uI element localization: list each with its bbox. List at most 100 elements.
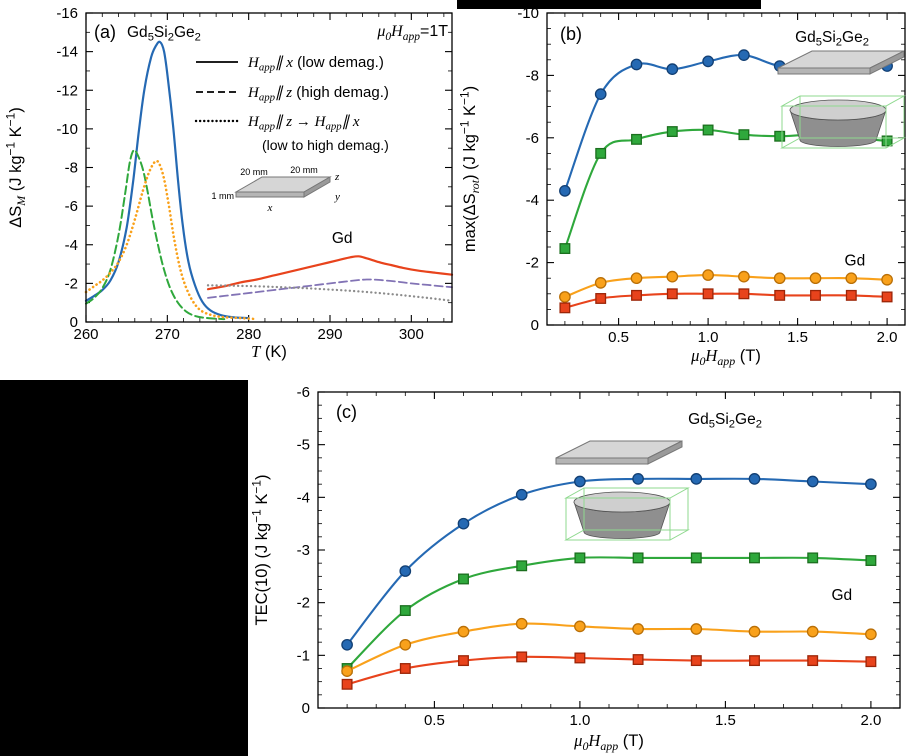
y-tick-label: -6 — [297, 384, 310, 401]
marker-circle-2 — [690, 623, 703, 635]
marker-circle-2 — [773, 272, 786, 285]
y-tick-label: -1 — [297, 647, 310, 664]
dim-label-depth: 20 mm — [240, 167, 268, 177]
axis-z-label: z — [334, 171, 340, 183]
marker-circle-0 — [865, 478, 877, 491]
y-tick-label: -6 — [526, 130, 539, 147]
marker-circle-2 — [594, 277, 607, 289]
x-tick-label: 2.0 — [860, 712, 881, 729]
plate-side-face — [647, 440, 683, 465]
y-tick-label: 0 — [70, 314, 78, 331]
y-axis-label: ΔSM (J kg−1 K−1) — [4, 107, 28, 228]
panel-letter: (b) — [560, 24, 582, 44]
marker-square-1 — [631, 133, 642, 145]
marker-circle-0 — [515, 488, 528, 501]
marker-square-3 — [341, 678, 353, 690]
x-tick-label: 0.5 — [424, 712, 445, 729]
panel-letter: (a) — [94, 22, 116, 42]
marker-square-3 — [807, 655, 819, 667]
series-group — [84, 40, 454, 321]
axis-ticks: 0.5 1.0 1.5 2.0 0 -2 -4 -6 -8 -10 — [517, 5, 906, 346]
marker-square-3 — [595, 293, 607, 304]
fit-line-1 — [346, 556, 872, 670]
marker-square-1 — [574, 552, 586, 564]
chart-b-svg: 0.5 1.0 1.5 2.0 0 -2 -4 -6 -8 -10 μ0Happ (T) max(ΔS… — [460, 5, 906, 368]
x-tick-label: 1.5 — [787, 329, 808, 346]
top-black-strip — [457, 0, 761, 9]
x-tick-label: 280 — [236, 326, 261, 343]
y-tick-label: -14 — [56, 44, 78, 61]
plate-side-face — [869, 50, 905, 75]
chart-a-svg: 260 270 280 290 300 0 -2 -4 -6 -8 -10 -12 -14 -16 T (K… — [4, 5, 454, 361]
axis-x-label: x — [267, 202, 273, 214]
y-axis-label: max(ΔSrot) (J kg−1 K−1) — [460, 86, 482, 252]
marker-square-1 — [865, 555, 877, 566]
marker-circle-0 — [806, 475, 819, 488]
y-tick-label: -4 — [65, 237, 78, 254]
dim-label-thickness: 1 mm — [212, 191, 235, 201]
marker-square-3 — [559, 302, 571, 314]
marker-square-3 — [774, 289, 786, 301]
legend-label-2: Happ∥ z → Happ∥ x — [247, 114, 360, 133]
x-tick-label: 1.5 — [715, 712, 736, 729]
compound-title: Gd5Si2Ge2 — [688, 411, 762, 431]
marker-circle-2 — [515, 617, 528, 630]
y-tick-label: -16 — [56, 5, 78, 22]
marker-circle-2 — [559, 291, 571, 303]
y-tick-label: -12 — [56, 82, 78, 99]
marker-circle-2 — [865, 628, 877, 641]
marker-circle-0 — [632, 473, 644, 485]
marker-circle-2 — [630, 272, 643, 285]
marker-square-3 — [458, 655, 469, 667]
marker-circle-2 — [806, 625, 819, 638]
marker-circle-0 — [666, 63, 679, 76]
marker-square-1 — [632, 552, 644, 564]
marker-circle-2 — [748, 625, 761, 638]
marker-circle-2 — [738, 270, 750, 283]
x-tick-label: 300 — [399, 326, 424, 343]
marker-circle-0 — [690, 473, 703, 485]
marker-square-1 — [458, 573, 469, 585]
marker-square-3 — [632, 654, 644, 665]
y-axis-label: TEC(10) (J kg−1 K−1) — [250, 475, 271, 626]
y-tick-label: -8 — [526, 67, 539, 84]
marker-square-1 — [881, 135, 893, 147]
marker-circle-0 — [630, 58, 643, 71]
dim-label-width: 20 mm — [290, 165, 318, 175]
marker-circle-2 — [341, 665, 353, 677]
plate-front-face — [235, 191, 305, 198]
cylinder-top — [789, 99, 887, 121]
marker-square-3 — [631, 289, 642, 301]
y-tick-label: -5 — [297, 437, 310, 454]
marker-circle-0 — [341, 638, 353, 651]
fit-line-2 — [563, 274, 889, 298]
y-tick-label: -6 — [65, 198, 78, 215]
axis-ticks: 0.5 1.0 1.5 2.0 0 -1 -2 -3 -4 -5 -6 — [297, 384, 901, 729]
sample-geometry-inset: 20 mm 20 mm 1 mm x yz — [212, 165, 341, 214]
marker-circle-2 — [845, 272, 858, 285]
annotation-label: Gd — [332, 230, 353, 247]
marker-square-3 — [810, 289, 821, 301]
plate-front-face — [777, 67, 871, 75]
y-tick-label: -4 — [526, 192, 539, 209]
legend-label-note-2: (low to high demag.) — [262, 137, 389, 153]
x-axis-label: T (K) — [251, 342, 287, 361]
marker-square-3 — [865, 656, 877, 668]
y-tick-label: -10 — [517, 5, 539, 22]
fit-line-3 — [563, 292, 889, 309]
marker-square-1 — [595, 147, 607, 159]
marker-square-1 — [749, 552, 760, 564]
marker-square-1 — [807, 552, 819, 564]
x-tick-label: 1.0 — [569, 712, 590, 729]
marker-square-1 — [774, 130, 786, 142]
series-line-3 — [206, 255, 454, 291]
marker-circle-0 — [559, 184, 571, 197]
marker-square-1 — [399, 605, 411, 617]
applied-field-label: μ0Happ=1T — [376, 23, 448, 43]
x-tick-label: 0.5 — [608, 329, 629, 346]
axis-ticks: 260 270 280 290 300 0 -2 -4 -6 -8 -10 -12 -14 -16 — [56, 5, 452, 343]
marker-circle-2 — [457, 625, 470, 638]
marker-square-3 — [702, 288, 714, 300]
plot-frame — [317, 391, 901, 709]
